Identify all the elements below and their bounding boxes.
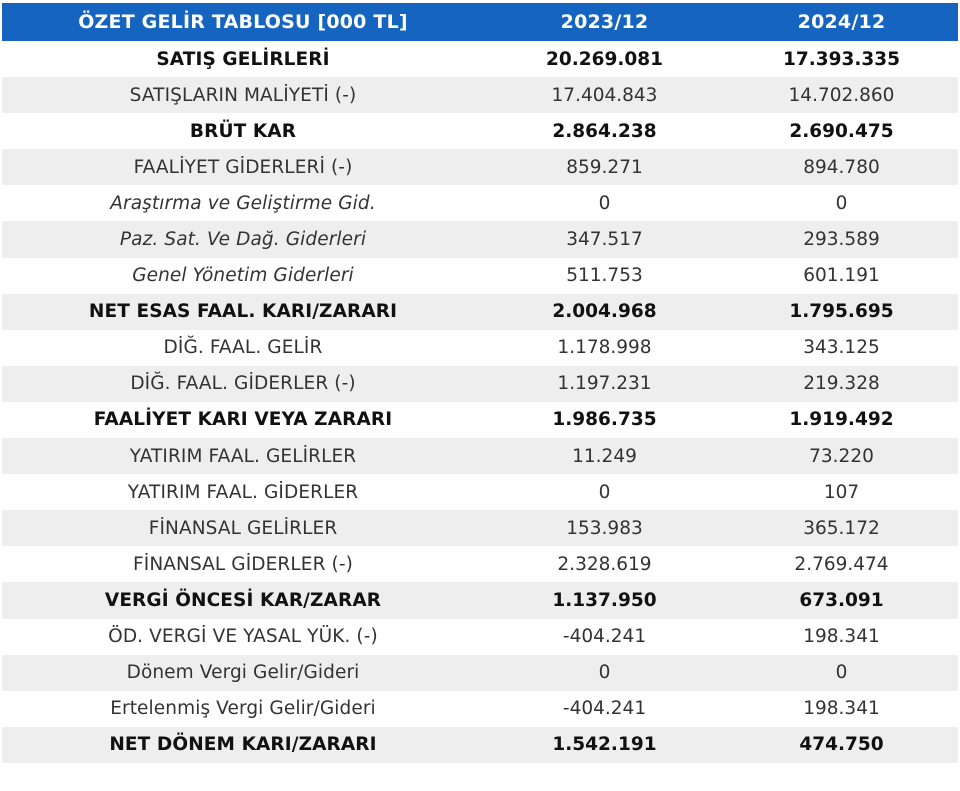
header-2024: 2024/12: [725, 3, 958, 41]
table-row: YATIRIM FAAL. GELİRLER 11.249 73.220: [2, 438, 958, 475]
table-row: ÖD. VERGİ VE YASAL YÜK. (-) -404.241 198.3…: [2, 619, 958, 655]
table-row: VERGİ ÖNCESİ KAR/ZARAR 1.137.950 673.091: [2, 582, 958, 619]
value-2024: 343.125: [803, 337, 880, 359]
row-label: Ertelenmiş Vergi Gelir/Gideri: [110, 698, 376, 720]
value-2023: 0: [598, 192, 611, 214]
table-row: DİĞ. FAAL. GELİR 1.178.998 343.125: [2, 330, 958, 366]
value-2024: 1.795.695: [725, 293, 958, 330]
value-2023: 1.986.735: [552, 409, 657, 431]
table-row: NET DÖNEM KARI/ZARARI 1.542.191 474.750: [2, 726, 958, 763]
value-2024: 2.690.475: [789, 120, 894, 142]
value-2023: 153.983: [484, 510, 725, 547]
value-2024: 474.750: [725, 726, 958, 763]
row-label: FAALİYET GİDERLERİ (-): [2, 149, 484, 186]
table-row: DİĞ. FAAL. GİDERLER (-) 1.197.231 219.328: [2, 365, 958, 402]
header-title: ÖZET GELİR TABLOSU [000 TL]: [2, 3, 484, 41]
row-label: DİĞ. FAAL. GİDERLER (-): [2, 365, 484, 402]
value-2024: 0: [835, 192, 848, 214]
value-2024: 17.393.335: [782, 48, 901, 70]
table-row: FAALİYET KARI VEYA ZARARI 1.986.735 1.919.…: [2, 402, 958, 438]
value-2023: -404.241: [562, 626, 647, 648]
row-label: NET ESAS FAAL. KARI/ZARARI: [2, 293, 484, 330]
table-row: Araştırma ve Geliştirme Gid. 0 0: [2, 185, 958, 221]
row-label: FİNANSAL GELİRLER: [2, 510, 484, 547]
table-row: Dönem Vergi Gelir/Gideri 0 0: [2, 654, 958, 691]
table-row: Paz. Sat. Ve Dağ. Giderleri 347.517 293.58…: [2, 221, 958, 258]
row-label: FİNANSAL GİDERLER (-): [133, 553, 353, 575]
row-label: Dönem Vergi Gelir/Gideri: [2, 654, 484, 691]
table-row: FİNANSAL GİDERLER (-) 2.328.619 2.769.474: [2, 546, 958, 582]
row-label: NET DÖNEM KARI/ZARARI: [2, 726, 484, 763]
value-2023: 2.004.968: [484, 293, 725, 330]
value-2023: 1.178.998: [557, 337, 652, 359]
row-label: DİĞ. FAAL. GELİR: [163, 337, 323, 359]
value-2023: 17.404.843: [484, 77, 725, 114]
value-2023: 20.269.081: [545, 48, 664, 70]
table-row: BRÜT KAR 2.864.238 2.690.475: [2, 113, 958, 149]
value-2024: 73.220: [725, 438, 958, 475]
table-body: SATIŞ GELİRLERİ 20.269.081 17.393.335 SATIŞ…: [2, 41, 958, 763]
value-2024: 198.341: [803, 626, 880, 648]
value-2023: 2.328.619: [557, 553, 652, 575]
table-row: Ertelenmiş Vergi Gelir/Gideri -404.241 198…: [2, 691, 958, 727]
value-2024: 894.780: [725, 149, 958, 186]
value-2024: 673.091: [725, 582, 958, 619]
value-2024: 107: [823, 481, 860, 503]
value-2024: 365.172: [725, 510, 958, 547]
row-label: VERGİ ÖNCESİ KAR/ZARAR: [2, 582, 484, 619]
income-statement: ÖZET GELİR TABLOSU [000 TL] 2023/12 2024…: [2, 3, 958, 785]
value-2024: 198.341: [803, 698, 880, 720]
value-2023: 347.517: [484, 221, 725, 258]
table-row: FİNANSAL GELİRLER 153.983 365.172: [2, 510, 958, 547]
value-2023: 2.864.238: [552, 120, 657, 142]
row-label: Genel Yönetim Giderleri: [132, 265, 354, 287]
row-label: YATIRIM FAAL. GELİRLER: [2, 438, 484, 475]
value-2024: 219.328: [725, 365, 958, 402]
value-2023: 1.542.191: [484, 726, 725, 763]
row-label: SATIŞLARIN MALİYETİ (-): [2, 77, 484, 114]
value-2024: 0: [725, 654, 958, 691]
row-label: Paz. Sat. Ve Dağ. Giderleri: [2, 221, 484, 258]
table-row: YATIRIM FAAL. GİDERLER 0 107: [2, 474, 958, 510]
value-2023: 859.271: [484, 149, 725, 186]
value-2023: 1.197.231: [484, 365, 725, 402]
row-label: BRÜT KAR: [189, 120, 297, 142]
table-row: SATIŞLARIN MALİYETİ (-) 17.404.843 14.702.…: [2, 77, 958, 114]
row-label: SATIŞ GELİRLERİ: [156, 48, 330, 70]
value-2023: 0: [484, 654, 725, 691]
value-2023: 0: [598, 481, 611, 503]
value-2024: 293.589: [725, 221, 958, 258]
table-row: NET ESAS FAAL. KARI/ZARARI 2.004.968 1.795…: [2, 293, 958, 330]
value-2023: 511.753: [566, 265, 643, 287]
row-label: Araştırma ve Geliştirme Gid.: [110, 192, 376, 214]
value-2024: 2.769.474: [794, 553, 889, 575]
value-2024: 14.702.860: [725, 77, 958, 114]
value-2023: 1.137.950: [484, 582, 725, 619]
table-header-row: ÖZET GELİR TABLOSU [000 TL] 2023/12 2024…: [2, 3, 958, 41]
table-row: SATIŞ GELİRLERİ 20.269.081 17.393.335: [2, 41, 958, 77]
row-label: YATIRIM FAAL. GİDERLER: [127, 481, 359, 503]
header-2023: 2023/12: [484, 3, 725, 41]
row-label: FAALİYET KARI VEYA ZARARI: [93, 409, 393, 431]
income-statement-table: ÖZET GELİR TABLOSU [000 TL] 2023/12 2024…: [2, 3, 958, 763]
table-row: FAALİYET GİDERLERİ (-) 859.271 894.780: [2, 149, 958, 186]
row-label: ÖD. VERGİ VE YASAL YÜK. (-): [108, 626, 378, 648]
value-2023: -404.241: [562, 698, 647, 720]
value-2024: 601.191: [803, 265, 880, 287]
table-row: Genel Yönetim Giderleri 511.753 601.191: [2, 258, 958, 294]
value-2024: 1.919.492: [789, 409, 894, 431]
value-2023: 11.249: [484, 438, 725, 475]
